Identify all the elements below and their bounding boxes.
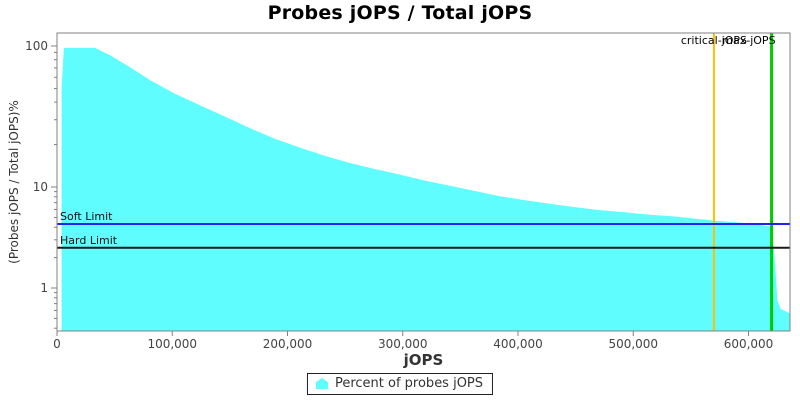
x-tick-label: 300,000 — [378, 337, 428, 351]
legend-label: Percent of probes jOPS — [334, 376, 484, 391]
critical-jops-label: critical-jOPS — [681, 34, 747, 47]
x-tick-label: 100,000 — [147, 337, 197, 351]
y-tick-label: 1 — [40, 281, 48, 295]
soft_limit-label: Soft Limit — [60, 210, 113, 223]
x-axis-title: jOPS — [403, 351, 444, 369]
chart-title: Probes jOPS / Total jOPS — [267, 2, 533, 24]
legend: Percent of probes jOPS — [306, 373, 494, 395]
x-tick-label: 0 — [53, 337, 61, 351]
probes-area-series — [61, 47, 791, 332]
max-jops-label: max-jOPS — [722, 34, 775, 47]
plot-border — [56, 32, 791, 332]
x-tick-label: 400,000 — [493, 337, 543, 351]
x-tick-label: 200,000 — [263, 337, 313, 351]
hard_limit-label: Hard Limit — [60, 234, 118, 247]
x-tick-label: 600,000 — [724, 337, 774, 351]
y-tick-label: 10 — [33, 180, 48, 194]
x-tick-label: 500,000 — [608, 337, 658, 351]
y-tick-label: 100 — [25, 39, 48, 53]
area-series-swatch — [315, 378, 328, 389]
